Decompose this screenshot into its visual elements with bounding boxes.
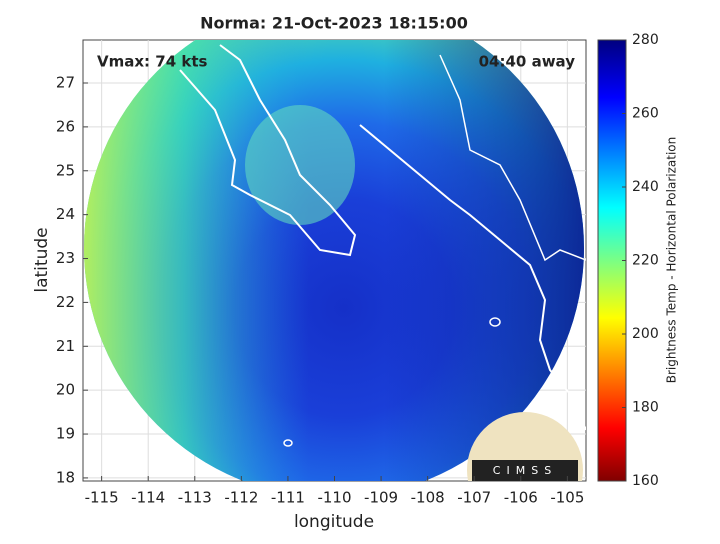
- island: [283, 439, 293, 447]
- y-tick-label: 24: [56, 205, 75, 223]
- chart-title: Norma: 21-Oct-2023 18:15:00: [200, 14, 468, 33]
- colorbar-label: Brightness Temp - Horizontal Polarizatio…: [665, 137, 679, 384]
- colorbar-tick-label: 200: [632, 326, 659, 342]
- coastline: [359, 124, 586, 431]
- y-tick-label: 22: [56, 293, 75, 311]
- y-tick-label: 19: [56, 425, 75, 443]
- x-tick-label: -108: [411, 489, 445, 507]
- warm-band: [245, 105, 355, 225]
- x-tick-label: -115: [85, 489, 119, 507]
- x-tick-label: -114: [131, 489, 165, 507]
- swath-east: [84, 40, 584, 481]
- coastline: [179, 44, 357, 257]
- colorbar-tick-label: 280: [632, 32, 659, 48]
- x-tick-label: -107: [457, 489, 491, 507]
- y-tick-label: 18: [56, 468, 75, 486]
- x-tick-label: -111: [271, 489, 305, 507]
- x-axis-label: longitude: [294, 512, 374, 532]
- colorbar-tick-label: 260: [632, 106, 659, 122]
- x-tick-label: -105: [550, 489, 584, 507]
- x-tick-label: -109: [364, 489, 398, 507]
- x-tick-label: -112: [224, 489, 258, 507]
- logo-band: [472, 460, 578, 481]
- x-tick-label: -110: [317, 489, 351, 507]
- y-tick-label: 26: [56, 117, 75, 135]
- colorbar-tick-label: 240: [632, 179, 659, 195]
- border: [439, 54, 586, 262]
- y-tick-label: 20: [56, 381, 75, 399]
- y-tick-label: 27: [56, 74, 75, 92]
- logo-text: CIMSS: [493, 464, 557, 477]
- colorbar-tick-label: 180: [632, 400, 659, 416]
- colorbar-tick-label: 220: [632, 253, 659, 269]
- island: [489, 317, 501, 327]
- satellite-image: CIMSS: [84, 40, 586, 481]
- colorbar-tick-label: 160: [632, 473, 659, 489]
- annotation: 04:40 away: [479, 53, 576, 71]
- y-tick-label: 23: [56, 249, 75, 267]
- y-axis-label: latitude: [32, 227, 52, 292]
- annotation: Vmax: 74 kts: [97, 53, 207, 71]
- y-tick-label: 21: [56, 337, 75, 355]
- colorbar: [597, 39, 627, 482]
- x-tick-label: -113: [178, 489, 212, 507]
- y-tick-label: 25: [56, 161, 75, 179]
- x-tick-label: -106: [504, 489, 538, 507]
